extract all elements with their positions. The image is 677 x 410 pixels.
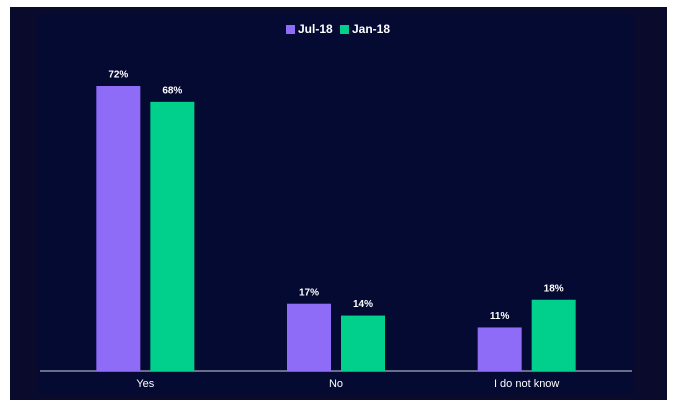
data-label: 68% [162, 85, 182, 96]
bar [287, 303, 331, 371]
bar [531, 299, 576, 371]
legend-label: Jan-18 [352, 22, 390, 36]
x-tick-label: No [329, 378, 343, 390]
bar [477, 327, 522, 371]
legend-swatch [340, 25, 349, 34]
legend-swatch [286, 25, 295, 34]
data-label: 11% [490, 311, 510, 322]
data-label: 17% [299, 287, 319, 298]
bar [341, 315, 385, 371]
data-label: 14% [353, 299, 373, 310]
legend-label: Jul-18 [298, 22, 333, 36]
data-label: 72% [108, 70, 128, 81]
x-tick-label: I do not know [494, 378, 559, 390]
data-label: 18% [544, 283, 564, 294]
x-tick-label: Yes [136, 378, 154, 390]
bar [150, 101, 195, 371]
bar [96, 86, 141, 371]
